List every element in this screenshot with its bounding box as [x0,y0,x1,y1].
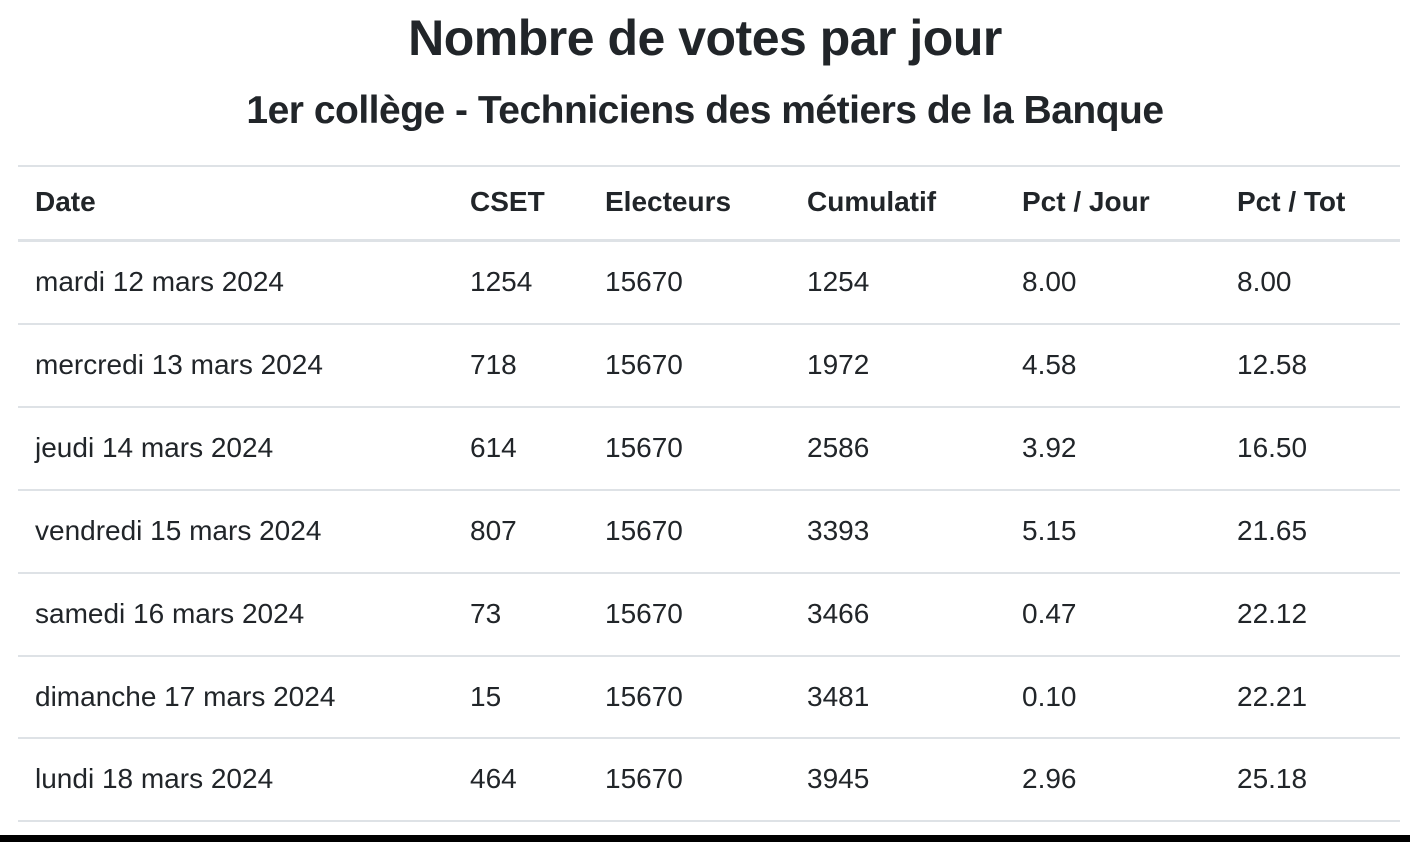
cell-pct-tot: 8.00 [1220,240,1400,325]
cell-pct-jour: 3.92 [1005,406,1220,491]
cell-cumulatif: 2586 [790,406,1005,491]
table-row: mercredi 13 mars 2024 718 15670 1972 4.58 12.… [18,323,1400,408]
cell-pct-tot: 25.18 [1220,738,1400,823]
table-row: vendredi 15 mars 2024 807 15670 3393 5.15 21.… [18,489,1400,574]
cell-pct-tot: 22.21 [1220,655,1400,740]
cell-date: mercredi 13 mars 2024 [18,323,453,408]
table-row: jeudi 14 mars 2024 614 15670 2586 3.92 16.50 [18,406,1400,491]
table-row: lundi 18 mars 2024 464 15670 3945 2.96 25.18 [18,738,1400,823]
cell-electeurs: 15670 [588,738,790,823]
cell-cset: 464 [453,738,588,823]
votes-per-day-table: Date CSET Electeurs Cumulatif Pct / Jour Pct … [18,164,1400,823]
column-header-electeurs: Electeurs [588,164,790,242]
table-row: mardi 12 mars 2024 1254 15670 1254 8.00 8.00 [18,240,1400,325]
cell-pct-tot: 21.65 [1220,489,1400,574]
cell-electeurs: 15670 [588,406,790,491]
cell-pct-jour: 5.15 [1005,489,1220,574]
cell-pct-tot: 16.50 [1220,406,1400,491]
column-header-pct-jour: Pct / Jour [1005,164,1220,242]
cell-cset: 718 [453,323,588,408]
cell-cset: 73 [453,572,588,657]
cell-date: samedi 16 mars 2024 [18,572,453,657]
table-row: dimanche 17 mars 2024 15 15670 3481 0.10 22.2… [18,655,1400,740]
cell-pct-tot: 22.12 [1220,572,1400,657]
cell-cset: 1254 [453,240,588,325]
cell-pct-jour: 4.58 [1005,323,1220,408]
page-title: Nombre de votes par jour [408,10,1002,66]
page-subtitle: 1er collège - Techniciens des métiers de… [246,89,1164,132]
cell-pct-tot: 12.58 [1220,323,1400,408]
cell-electeurs: 15670 [588,572,790,657]
cell-cumulatif: 3393 [790,489,1005,574]
cell-date: lundi 18 mars 2024 [18,738,453,823]
column-header-pct-tot: Pct / Tot [1220,164,1400,242]
column-header-cset: CSET [453,164,588,242]
cell-cset: 807 [453,489,588,574]
cell-cset: 15 [453,655,588,740]
cell-date: mardi 12 mars 2024 [18,240,453,325]
cell-pct-jour: 8.00 [1005,240,1220,325]
cell-electeurs: 15670 [588,489,790,574]
cell-electeurs: 15670 [588,655,790,740]
cell-cumulatif: 3466 [790,572,1005,657]
cell-date: jeudi 14 mars 2024 [18,406,453,491]
votes-table-body: mardi 12 mars 2024 1254 15670 1254 8.00 8.00 m… [18,240,1400,823]
column-header-date: Date [18,164,453,242]
cell-cumulatif: 3945 [790,738,1005,823]
table-header-row: Date CSET Electeurs Cumulatif Pct / Jour Pct … [18,164,1400,242]
cell-date: dimanche 17 mars 2024 [18,655,453,740]
cell-electeurs: 15670 [588,323,790,408]
cell-pct-jour: 0.47 [1005,572,1220,657]
cell-pct-jour: 0.10 [1005,655,1220,740]
table-row: samedi 16 mars 2024 73 15670 3466 0.47 22.12 [18,572,1400,657]
cell-electeurs: 15670 [588,240,790,325]
cell-pct-jour: 2.96 [1005,738,1220,823]
cell-cumulatif: 1254 [790,240,1005,325]
cell-cumulatif: 3481 [790,655,1005,740]
cell-date: vendredi 15 mars 2024 [18,489,453,574]
cell-cset: 614 [453,406,588,491]
column-header-cumulatif: Cumulatif [790,164,1005,242]
cell-cumulatif: 1972 [790,323,1005,408]
screenshot-bottom-edge [0,835,1410,842]
